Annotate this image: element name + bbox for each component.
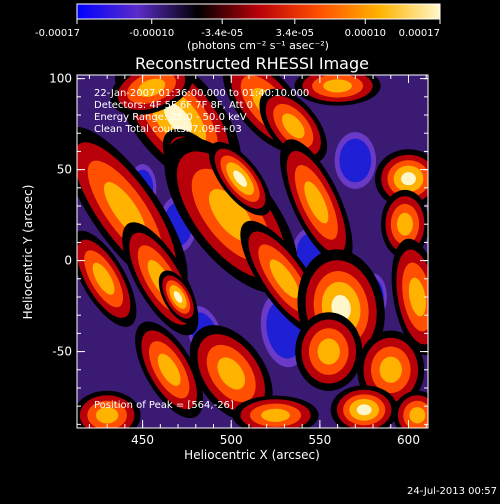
heatmap-warm-region: [92, 262, 115, 295]
y-axis-label: Heliocentric Y (arcsec): [21, 185, 35, 320]
heatmap-warm-region: [356, 404, 372, 416]
y-tick-label: -50: [52, 345, 72, 359]
x-tick-label: 550: [308, 433, 331, 447]
heatmap-warm-region: [304, 181, 329, 224]
colorbar-tick-label: 0.00017: [399, 28, 440, 39]
chart-title: Reconstructed RHESSI Image: [135, 54, 369, 73]
annotation-line: Detectors: 4F 5F 6F 7F 8F, Att 0: [94, 100, 253, 111]
heatmap-warm-region: [217, 357, 246, 390]
x-tick-label: 600: [397, 433, 420, 447]
annotation-line: Clean Total counts: 7.09E+03: [94, 124, 242, 135]
image-annotations: 22-Jan-2007 01:36:00.000 to 01:40:10.000…: [94, 88, 309, 135]
heatmap-warm-region: [408, 277, 426, 317]
heatmap-warm-region: [157, 353, 181, 386]
peak-position-label: Position of Peak = [564,-26]: [94, 400, 234, 411]
heatmap-warm-region: [401, 172, 416, 186]
x-tick-label: 450: [131, 433, 154, 447]
heatmap-warm-region: [323, 79, 352, 93]
colorbar-tick-label: 3.4e-05: [276, 28, 314, 39]
heatmap-warm-region: [317, 338, 340, 365]
y-tick-label: 100: [49, 72, 72, 86]
heatmap-warm-region: [281, 113, 305, 139]
heatmap-warm-region: [409, 407, 426, 424]
heatmap-warm-region: [396, 212, 413, 236]
heatmap-warm-region: [173, 291, 183, 303]
heatmap-warm-region: [137, 78, 166, 97]
colorbar: [76, 3, 441, 20]
heatmap-warm-region: [261, 408, 290, 422]
plot-frame: [76, 74, 429, 429]
colorbar-tick-label: 0.00010: [345, 28, 386, 39]
y-tick-label: 0: [64, 254, 72, 268]
x-tick-label: 500: [220, 433, 243, 447]
heatmap-warm-region: [164, 103, 193, 135]
colorbar-tick-label: -0.00010: [129, 28, 174, 39]
colorbar-tick-label: -0.00017: [35, 28, 80, 39]
x-axis-label: Heliocentric X (arcsec): [184, 448, 320, 462]
heatmap-warm-region: [379, 356, 402, 383]
annotation-line: 22-Jan-2007 01:36:00.000 to 01:40:10.000: [94, 88, 309, 99]
heatmap-warm-region: [269, 259, 300, 299]
colorbar-units-label: (photons cm⁻² s⁻¹ asec⁻²): [187, 39, 329, 52]
heatmap-warm-region: [95, 407, 119, 424]
footer-timestamp: 24-Jul-2013 00:57: [407, 486, 497, 497]
y-tick-label: 50: [57, 163, 72, 177]
heatmap-cool-core: [339, 138, 372, 183]
colorbar-tick-label: -3.4e-05: [201, 28, 243, 39]
colorbar-ticks: -0.00017 -0.00010 -3.4e-05 3.4e-05 0.00010 0.…: [35, 19, 441, 39]
annotation-line: Energy Range: 25.0 - 50.0 keV: [94, 112, 247, 123]
heatmap-warm-region: [233, 170, 248, 187]
